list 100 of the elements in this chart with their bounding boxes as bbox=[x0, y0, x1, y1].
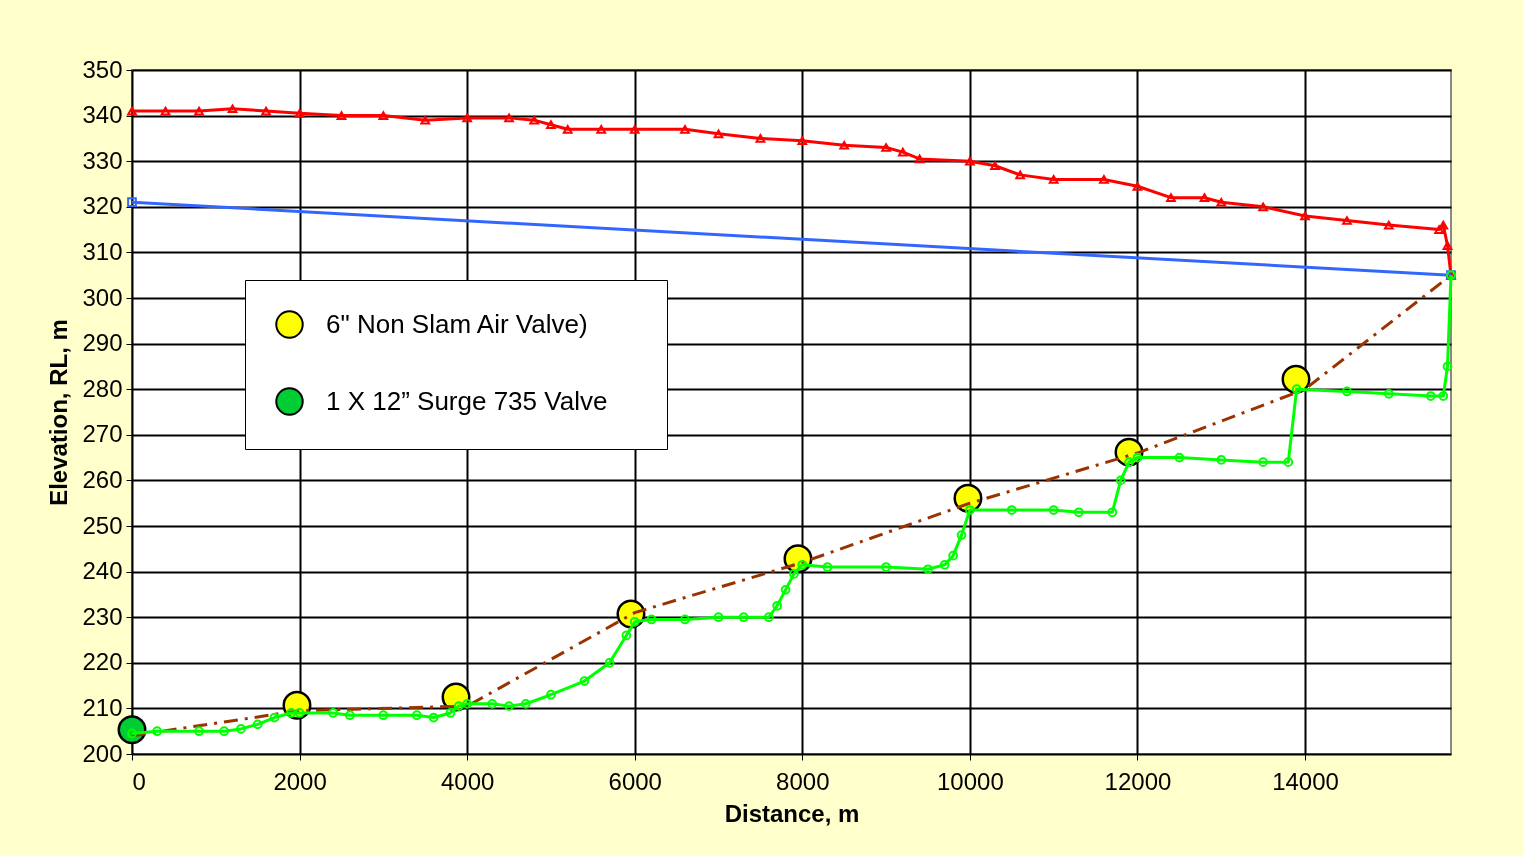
point bbox=[579, 676, 590, 686]
point bbox=[194, 726, 204, 737]
point bbox=[965, 505, 975, 515]
point bbox=[462, 698, 473, 709]
x-tick-label: 0 bbox=[132, 767, 146, 795]
x-tick-label: 2000 bbox=[273, 767, 327, 795]
point bbox=[629, 616, 640, 627]
point bbox=[965, 156, 975, 166]
point bbox=[990, 161, 1000, 171]
point bbox=[462, 113, 473, 123]
y-tick-label: 290 bbox=[82, 329, 123, 357]
point bbox=[1073, 507, 1084, 518]
point bbox=[780, 584, 791, 595]
point bbox=[881, 562, 891, 572]
point bbox=[520, 698, 531, 709]
y-tick-label: 230 bbox=[82, 602, 123, 630]
point bbox=[1434, 225, 1444, 234]
y-tick-label: 330 bbox=[82, 146, 123, 174]
point bbox=[236, 724, 246, 734]
point bbox=[914, 154, 925, 164]
point bbox=[1300, 211, 1310, 221]
point bbox=[1258, 457, 1269, 468]
y-tick-label: 280 bbox=[82, 374, 123, 402]
x-tick-label: 8000 bbox=[776, 767, 830, 795]
point bbox=[738, 612, 749, 623]
point bbox=[420, 115, 431, 125]
point bbox=[336, 111, 347, 120]
point bbox=[1442, 241, 1453, 250]
point bbox=[772, 600, 783, 611]
y-tick-label: 240 bbox=[82, 557, 123, 585]
point bbox=[378, 710, 389, 721]
point bbox=[294, 108, 305, 118]
y-tick-label: 260 bbox=[82, 465, 123, 493]
point bbox=[1107, 507, 1118, 518]
y-tick-label: 220 bbox=[82, 648, 123, 676]
legend-label: 1 X 12” Surge 735 Valve bbox=[326, 385, 608, 416]
point bbox=[797, 136, 808, 146]
x-tick-label: 12000 bbox=[1104, 767, 1172, 795]
x-tick-label: 14000 bbox=[1272, 767, 1339, 795]
point bbox=[1342, 216, 1352, 225]
point bbox=[328, 708, 338, 718]
point bbox=[269, 712, 280, 723]
y-tick-label: 340 bbox=[82, 101, 123, 129]
point bbox=[755, 134, 766, 143]
point bbox=[1124, 457, 1134, 468]
point bbox=[1425, 391, 1436, 401]
point bbox=[1174, 452, 1185, 463]
point bbox=[1166, 193, 1176, 203]
point bbox=[1383, 220, 1394, 230]
y-tick-label: 350 bbox=[82, 55, 123, 83]
point bbox=[956, 530, 967, 540]
point bbox=[160, 106, 171, 116]
y-tick-label: 270 bbox=[82, 420, 123, 448]
point bbox=[1132, 452, 1143, 463]
x-axis-title: Distance, m bbox=[724, 799, 860, 827]
point bbox=[227, 104, 238, 114]
point bbox=[596, 124, 607, 134]
point bbox=[1258, 202, 1269, 212]
point bbox=[763, 612, 774, 623]
point bbox=[1199, 193, 1210, 203]
point bbox=[344, 710, 355, 721]
point bbox=[621, 630, 632, 641]
point bbox=[286, 708, 297, 718]
point bbox=[881, 143, 891, 152]
y-tick-label: 200 bbox=[82, 739, 123, 767]
point bbox=[822, 562, 833, 572]
point bbox=[629, 124, 640, 134]
point bbox=[1216, 197, 1227, 207]
point bbox=[646, 614, 657, 625]
point bbox=[504, 701, 514, 711]
point bbox=[604, 657, 615, 668]
point bbox=[546, 689, 556, 700]
point bbox=[789, 569, 799, 579]
point bbox=[412, 710, 422, 721]
point bbox=[445, 708, 456, 718]
point bbox=[1442, 361, 1453, 372]
point bbox=[897, 147, 908, 157]
point bbox=[680, 124, 690, 134]
point bbox=[1383, 388, 1394, 399]
point bbox=[1291, 384, 1302, 395]
point bbox=[1438, 391, 1449, 401]
point bbox=[939, 559, 950, 570]
point bbox=[1048, 175, 1059, 184]
y-tick-label: 310 bbox=[82, 237, 123, 265]
point bbox=[562, 124, 573, 134]
point bbox=[1006, 505, 1017, 515]
y-tick-label: 250 bbox=[82, 511, 123, 539]
point bbox=[680, 614, 690, 625]
point bbox=[294, 708, 305, 718]
y-tick-label: 300 bbox=[82, 283, 123, 311]
y-tick-label: 320 bbox=[82, 192, 123, 220]
point bbox=[1015, 170, 1026, 180]
point bbox=[529, 115, 540, 125]
y-axis-title: Elevation, RL, m bbox=[45, 319, 73, 506]
x-tick-label: 6000 bbox=[608, 767, 662, 795]
point bbox=[194, 106, 204, 116]
point bbox=[252, 719, 263, 730]
point bbox=[378, 111, 389, 120]
point bbox=[713, 612, 724, 623]
legend-label: 6" Non Slam Air Valve) bbox=[326, 308, 588, 339]
